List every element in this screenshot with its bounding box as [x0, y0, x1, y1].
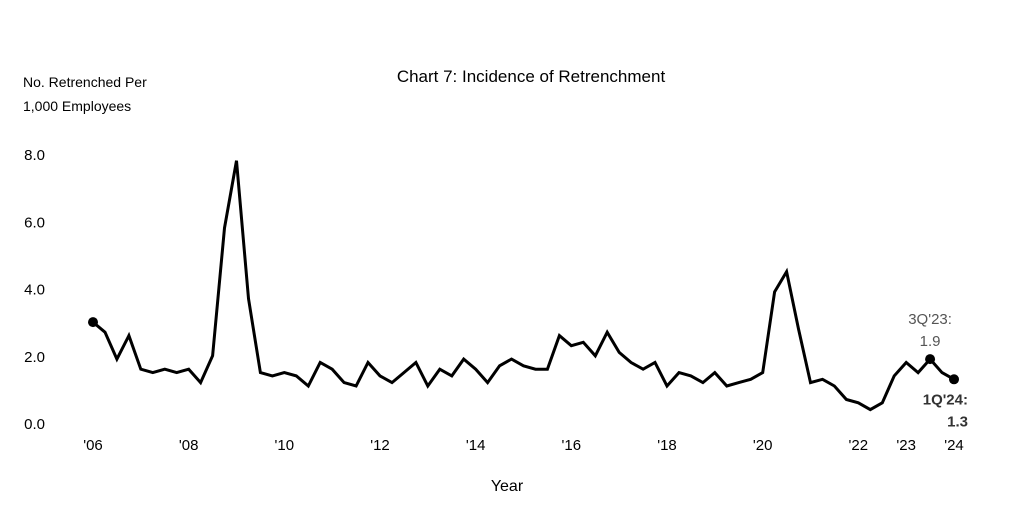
x-tick-label: '22 — [849, 437, 869, 454]
x-tick-labels: '06 '08 '10 '12 '14 '16 '18 '20 '22 '23 '24 — [83, 437, 964, 454]
annotation-label: 1.3 — [947, 413, 968, 430]
x-tick-label: '16 — [562, 437, 582, 454]
annotations: 3Q'23: 1.9 1Q'24: 1.3 — [908, 311, 968, 430]
x-tick-label: '14 — [466, 437, 486, 454]
x-tick-label: '20 — [753, 437, 773, 454]
plot-area — [88, 160, 959, 412]
y-axis-label-line-2: 1,000 Employees — [23, 98, 131, 114]
data-point-marker — [925, 354, 936, 365]
x-tick-label: '06 — [83, 437, 103, 454]
x-tick-label: '10 — [275, 437, 295, 454]
data-point-marker — [88, 317, 98, 328]
annotation-label: 3Q'23: — [908, 311, 952, 328]
x-tick-label: '12 — [370, 437, 390, 454]
x-tick-label: '08 — [179, 437, 199, 454]
y-tick-label: 0.0 — [24, 416, 45, 433]
annotation-label: 1.9 — [920, 333, 941, 350]
y-tick-label: 8.0 — [24, 147, 45, 164]
y-tick-label: 2.0 — [24, 349, 45, 366]
y-axis-label-line-1: No. Retrenched Per — [23, 74, 147, 90]
y-tick-label: 6.0 — [24, 214, 45, 231]
series-line — [92, 160, 955, 412]
x-tick-label: '24 — [944, 437, 964, 454]
data-point-marker — [949, 374, 959, 385]
x-tick-label: '18 — [657, 437, 677, 454]
y-tick-labels: 0.0 2.0 4.0 6.0 8.0 — [24, 147, 45, 433]
x-tick-label: '23 — [896, 437, 916, 454]
chart-title: Chart 7: Incidence of Retrenchment — [397, 67, 666, 86]
annotation-label: 1Q'24: — [923, 391, 968, 408]
x-axis-title: Year — [491, 478, 524, 495]
y-tick-label: 4.0 — [24, 282, 45, 299]
